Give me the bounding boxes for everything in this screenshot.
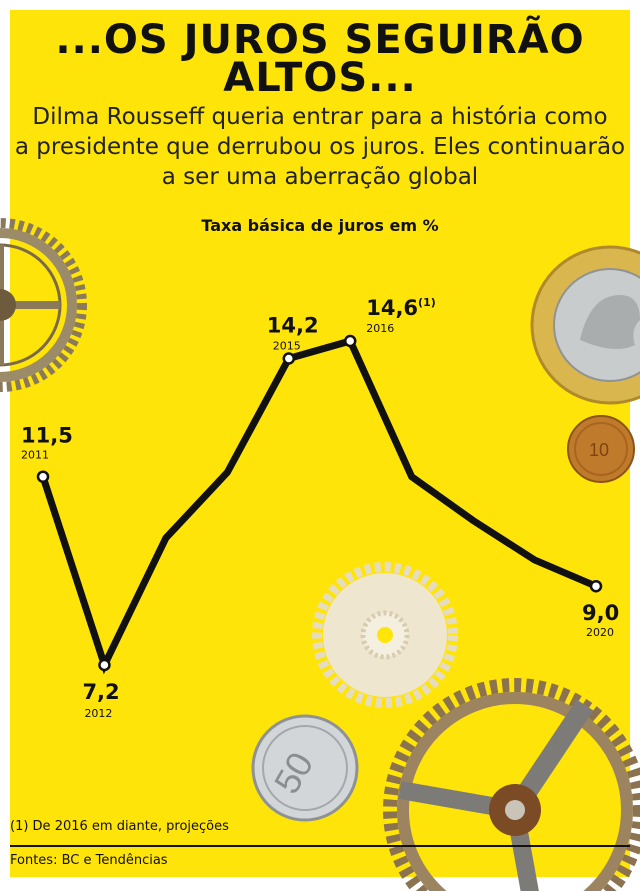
divider: [10, 845, 630, 847]
data-point-2016: [343, 334, 357, 348]
footnote-marker: (1): [418, 296, 436, 309]
year-label-2020: 2020: [586, 626, 614, 639]
sources-note: Fontes: BC e Tendências: [10, 853, 168, 868]
year-label-2016: 2016: [366, 322, 394, 335]
year-label-2015: 2015: [273, 340, 301, 353]
data-point-2012: [98, 658, 111, 672]
subtitle-line-3: a ser uma aberração global: [161, 164, 479, 190]
gear-rusty-icon: [383, 678, 640, 891]
gear-icon: [0, 218, 87, 392]
footnote: (1) De 2016 em diante, projeções: [10, 819, 229, 834]
data-label-2012: 7,2: [82, 680, 119, 704]
headline-line-2: ALTOS...: [223, 55, 417, 101]
chart-title: Taxa básica de juros em %: [201, 216, 439, 235]
data-point-2011: [36, 470, 50, 483]
subtitle-line-1: Dilma Rousseff queria entrar para a hist…: [32, 104, 608, 130]
data-label-2015: 14,2: [267, 314, 319, 338]
coin-1-real-icon: [530, 245, 640, 405]
data-label-2016: 14,6(1): [366, 296, 436, 320]
year-label-2012: 2012: [84, 707, 112, 720]
data-point-2015: [282, 352, 296, 365]
year-label-2011: 2011: [21, 449, 49, 462]
subtitle-line-2: a presidente que derrubou os juros. Eles…: [14, 134, 626, 160]
coin-50-centavos-icon: 50: [251, 714, 359, 822]
gear-plastic-icon: [312, 562, 458, 708]
data-label-2020: 9,0: [582, 601, 619, 625]
series-line: [39, 336, 598, 675]
data-point-2020: [589, 579, 603, 593]
svg-text:10: 10: [589, 440, 609, 460]
data-label-2011: 11,5: [21, 424, 73, 448]
headline-line-1: ...OS JUROS SEGUIRÃO: [55, 17, 585, 63]
coin-10-centavos-icon: 10: [567, 415, 635, 483]
